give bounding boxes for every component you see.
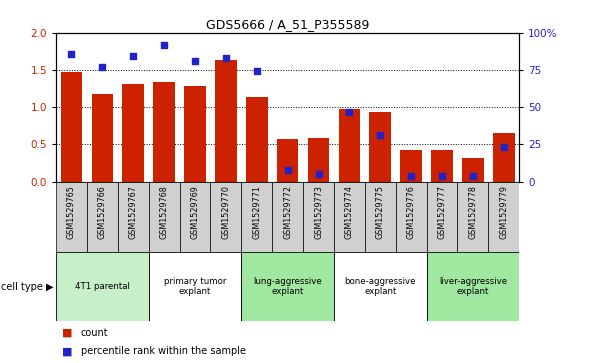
Text: GSM1529776: GSM1529776 [407, 185, 415, 239]
Point [159, 42, 169, 48]
Text: GSM1529771: GSM1529771 [253, 185, 261, 239]
Bar [56, 252, 149, 321]
Text: GSM1529777: GSM1529777 [438, 185, 447, 239]
Text: ■: ■ [62, 328, 73, 338]
Point [129, 54, 138, 60]
Text: primary tumor
explant: primary tumor explant [164, 277, 226, 297]
Bar [427, 252, 519, 321]
Bar [61, 72, 82, 182]
Text: GSM1529772: GSM1529772 [283, 185, 292, 239]
Point [252, 69, 261, 74]
Bar [277, 139, 299, 182]
Bar [427, 182, 457, 252]
Bar [56, 182, 87, 252]
Text: liver-aggressive
explant: liver-aggressive explant [439, 277, 507, 297]
Bar [179, 182, 211, 252]
Text: ■: ■ [62, 346, 73, 356]
Text: GSM1529768: GSM1529768 [160, 185, 169, 239]
Point [376, 132, 385, 138]
Bar [489, 182, 519, 252]
Bar [211, 182, 241, 252]
Bar [91, 94, 113, 182]
Bar [365, 182, 396, 252]
Bar [241, 252, 334, 321]
Text: GSM1529779: GSM1529779 [499, 185, 508, 239]
Text: GSM1529778: GSM1529778 [468, 185, 477, 239]
Bar [246, 97, 267, 182]
Bar [241, 182, 272, 252]
Point [221, 55, 231, 61]
Point [283, 167, 293, 172]
Bar [153, 82, 175, 182]
Text: GSM1529765: GSM1529765 [67, 185, 76, 239]
Text: GSM1529774: GSM1529774 [345, 185, 354, 239]
Point [468, 173, 478, 179]
Text: lung-aggressive
explant: lung-aggressive explant [253, 277, 322, 297]
Bar [334, 252, 427, 321]
Bar [462, 158, 484, 182]
Bar [118, 182, 149, 252]
Text: 4T1 parental: 4T1 parental [75, 282, 130, 291]
Bar [149, 182, 179, 252]
Point [314, 171, 323, 177]
Bar [401, 150, 422, 182]
Text: bone-aggressive
explant: bone-aggressive explant [345, 277, 416, 297]
Bar [87, 182, 118, 252]
Point [499, 144, 509, 150]
Bar [184, 86, 206, 182]
Text: GSM1529767: GSM1529767 [129, 185, 137, 239]
Point [437, 173, 447, 179]
Text: percentile rank within the sample: percentile rank within the sample [81, 346, 246, 356]
Point [345, 109, 354, 114]
Bar [369, 112, 391, 182]
Bar [272, 182, 303, 252]
Bar [334, 182, 365, 252]
Bar [339, 109, 360, 182]
Bar [493, 133, 514, 182]
Bar [457, 182, 489, 252]
Text: GSM1529775: GSM1529775 [376, 185, 385, 239]
Point [190, 58, 199, 64]
Bar [215, 60, 237, 182]
Text: cell type ▶: cell type ▶ [1, 282, 53, 292]
Text: GSM1529769: GSM1529769 [191, 185, 199, 239]
Point [407, 173, 416, 179]
Bar [396, 182, 427, 252]
Title: GDS5666 / A_51_P355589: GDS5666 / A_51_P355589 [206, 19, 369, 32]
Text: GSM1529766: GSM1529766 [98, 185, 107, 239]
Point [97, 64, 107, 70]
Bar [149, 252, 241, 321]
Bar [431, 150, 453, 182]
Bar [308, 138, 329, 182]
Bar [123, 84, 144, 182]
Text: count: count [81, 328, 109, 338]
Text: GSM1529770: GSM1529770 [221, 185, 230, 239]
Text: GSM1529773: GSM1529773 [314, 185, 323, 239]
Bar [303, 182, 334, 252]
Point [67, 50, 76, 56]
